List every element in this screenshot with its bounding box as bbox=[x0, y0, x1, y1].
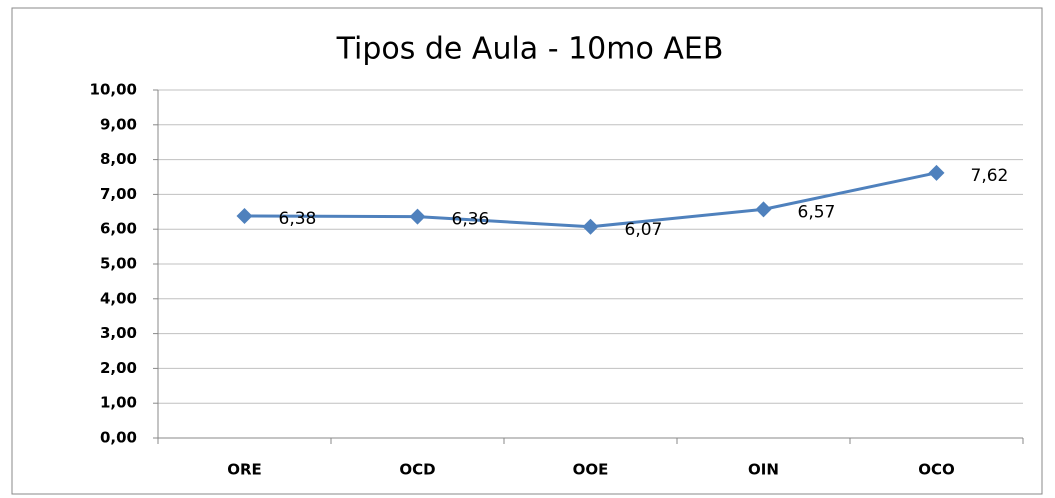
x-tick-label: OCO bbox=[918, 461, 955, 479]
y-tick-label: 4,00 bbox=[100, 289, 137, 307]
chart-border bbox=[11, 7, 1043, 495]
x-tick-label: ORE bbox=[227, 461, 262, 479]
y-tick-label: 6,00 bbox=[100, 220, 137, 238]
chart-title: Tipos de Aula - 10mo AEB bbox=[336, 32, 724, 67]
marker bbox=[409, 208, 426, 225]
x-tick-label: OOE bbox=[573, 461, 609, 479]
data-label: 7,62 bbox=[971, 166, 1009, 186]
y-tick-label: 10,00 bbox=[90, 81, 137, 99]
y-tick-label: 1,00 bbox=[100, 394, 137, 412]
data-label: 6,36 bbox=[452, 210, 490, 230]
data-label: 6,07 bbox=[625, 220, 663, 240]
marker bbox=[928, 164, 945, 181]
y-tick-label: 3,00 bbox=[100, 324, 137, 342]
x-tick-label: OIN bbox=[748, 461, 779, 479]
marker bbox=[582, 218, 599, 235]
data-label: 6,38 bbox=[279, 209, 317, 229]
y-tick-label: 2,00 bbox=[100, 359, 137, 377]
y-tick-label: 0,00 bbox=[100, 429, 137, 447]
x-tick-label: OCD bbox=[399, 461, 435, 479]
y-tick-label: 7,00 bbox=[100, 185, 137, 203]
y-tick-label: 5,00 bbox=[100, 255, 137, 273]
marker bbox=[236, 207, 253, 224]
marker bbox=[755, 201, 772, 218]
data-label: 6,57 bbox=[798, 202, 836, 222]
y-tick-label: 8,00 bbox=[100, 150, 137, 168]
y-tick-label: 9,00 bbox=[100, 115, 137, 133]
